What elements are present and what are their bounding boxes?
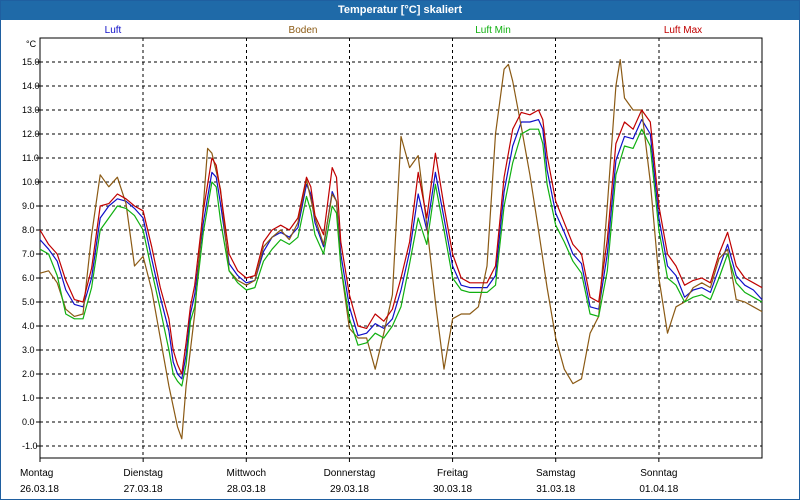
x-day-name: Freitag	[437, 468, 468, 479]
x-day-date: 01.04.18	[639, 484, 678, 495]
series-line-luft	[39, 118, 763, 380]
window-title: Temperatur [°C] skaliert	[1, 1, 799, 20]
legend-entry: Luft Min	[475, 25, 511, 36]
series-lines	[39, 58, 763, 440]
x-day-name: Samstag	[536, 468, 575, 479]
x-day-name: Dienstag	[123, 468, 162, 479]
x-day-name: Sonntag	[640, 468, 677, 479]
y-tick-label: 12.0	[22, 129, 40, 139]
y-tick-label: 1.0	[22, 393, 35, 403]
series-line-boden	[39, 58, 763, 440]
x-day-name: Donnerstag	[324, 468, 376, 479]
series-line-luft-max	[39, 109, 763, 375]
x-day-name: Montag	[20, 468, 53, 479]
y-axis-unit-label: °C	[26, 39, 37, 49]
legend-entry: Luft Max	[664, 25, 702, 36]
y-tick-label: 13.0	[22, 105, 40, 115]
y-tick-label: 0.0	[22, 417, 35, 427]
y-tick-label: -1.0	[22, 441, 38, 451]
legend: Luft Boden Luft Min Luft Max	[105, 25, 703, 36]
y-tick-label: 15.0	[22, 57, 40, 67]
y-tick-label: 6.0	[22, 273, 35, 283]
x-day-name: Mittwoch	[227, 468, 266, 479]
x-day-date: 28.03.18	[227, 484, 266, 495]
x-day-date: 29.03.18	[330, 484, 369, 495]
y-tick-label: 8.0	[22, 225, 35, 235]
legend-entry: Boden	[289, 25, 318, 36]
series-line-luft-min	[39, 128, 763, 387]
y-tick-label: 14.0	[22, 81, 40, 91]
y-tick-label: 4.0	[22, 321, 35, 331]
y-tick-label: 3.0	[22, 345, 35, 355]
y-tick-label: 7.0	[22, 249, 35, 259]
y-tick-label: 10.0	[22, 177, 40, 187]
y-tick-label: 9.0	[22, 201, 35, 211]
y-tick-label: 5.0	[22, 297, 35, 307]
y-axis-ticks: -1.0 0.0 1.0 2.0 3.0 4.0 5.0 6.0 7.0 8.0 9.0 10.0 11…	[22, 57, 40, 451]
x-day-date: 30.03.18	[433, 484, 472, 495]
plot-frame	[39, 37, 763, 459]
x-day-date: 31.03.18	[536, 484, 575, 495]
grid	[39, 37, 763, 459]
y-tick-label: 2.0	[22, 369, 35, 379]
x-day-date: 26.03.18	[20, 484, 59, 495]
y-tick-label: 11.0	[22, 153, 39, 163]
legend-entry: Luft	[105, 25, 122, 36]
x-axis-days: Montag 26.03.18 Dienstag 27.03.18 Mittwoch 28…	[20, 458, 679, 495]
x-day-date: 27.03.18	[124, 484, 163, 495]
